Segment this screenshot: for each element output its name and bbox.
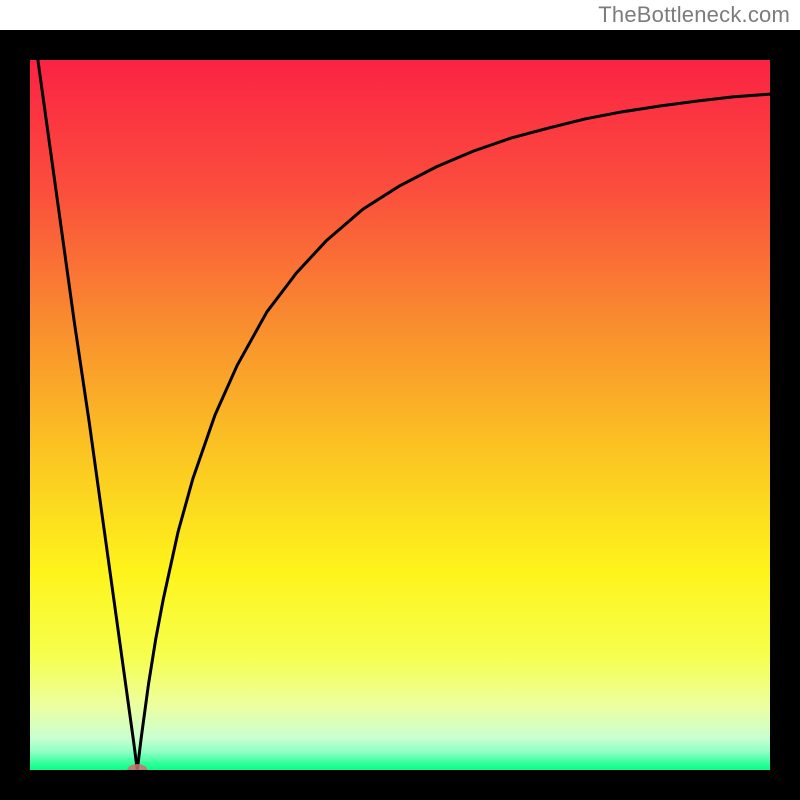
watermark-text: TheBottleneck.com bbox=[598, 0, 790, 30]
chart-background bbox=[30, 60, 770, 770]
bottleneck-chart bbox=[0, 30, 800, 800]
